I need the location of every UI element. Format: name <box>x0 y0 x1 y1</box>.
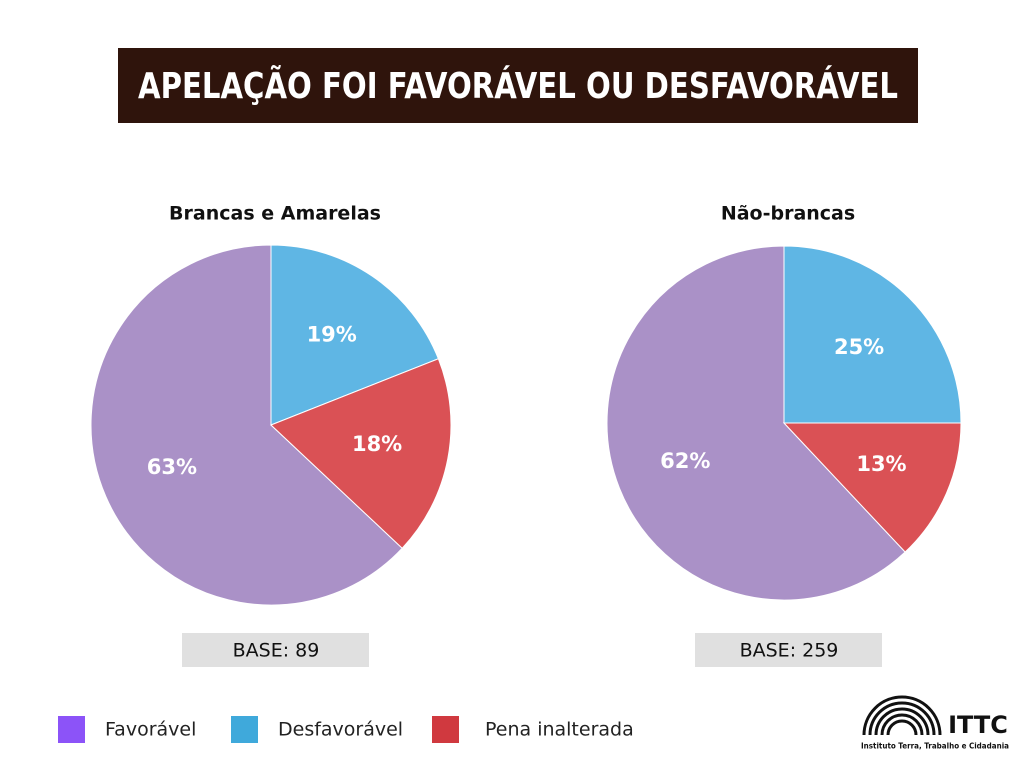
logo-name: ITTC <box>948 711 1008 739</box>
legend-label: Favorável <box>105 719 196 741</box>
chart-title: APELAÇÃO FOI FAVORÁVEL OU DESFAVORÁVEL <box>138 65 898 107</box>
pie-slice <box>270 244 440 426</box>
logo-subtitle: Instituto Terra, Trabalho e Cidadania <box>861 742 1009 751</box>
pie-title: Não-brancas <box>721 203 855 225</box>
base-box <box>182 633 369 667</box>
pie-slice <box>606 245 906 601</box>
legend-swatch <box>432 716 459 743</box>
legend-label: Desfavorável <box>278 719 403 741</box>
data-label: 62% <box>660 449 710 473</box>
legend-label: Pena inalterada <box>485 719 634 741</box>
data-label: 19% <box>307 323 357 347</box>
base-label: BASE: 89 <box>233 640 320 662</box>
base-box <box>695 633 882 667</box>
data-label: 18% <box>352 432 402 456</box>
pie-slice <box>782 422 962 553</box>
pie-slice <box>90 244 403 606</box>
title-box <box>118 48 918 123</box>
pie-title: Brancas e Amarelas <box>169 203 381 225</box>
pie-slice <box>783 245 962 424</box>
pie-slice <box>270 358 452 549</box>
data-label: 63% <box>147 455 197 479</box>
legend-swatch <box>231 716 258 743</box>
data-label: 25% <box>834 335 884 359</box>
logo: ITTC Instituto Terra, Trabalho e Cidadan… <box>861 695 1009 751</box>
legend-swatch <box>58 716 85 743</box>
data-label: 13% <box>856 452 906 476</box>
base-label: BASE: 259 <box>740 640 839 662</box>
